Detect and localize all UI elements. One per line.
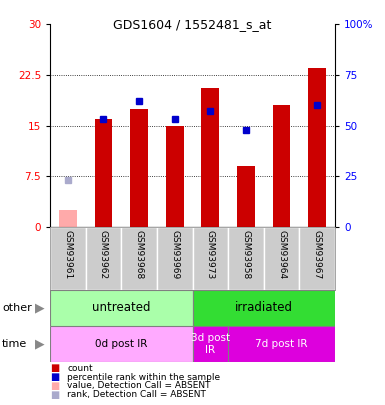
Text: GSM93969: GSM93969 — [170, 230, 179, 279]
Bar — [50, 326, 192, 362]
Bar — [300, 227, 335, 290]
Bar — [308, 68, 326, 227]
Text: untreated: untreated — [92, 301, 151, 314]
Text: percentile rank within the sample: percentile rank within the sample — [67, 373, 221, 382]
Text: ■: ■ — [50, 372, 59, 382]
Text: 3d post
IR: 3d post IR — [191, 333, 230, 355]
Bar — [121, 227, 157, 290]
Bar — [95, 119, 112, 227]
Bar — [201, 88, 219, 227]
Bar — [192, 227, 228, 290]
Text: GSM93967: GSM93967 — [313, 230, 321, 279]
Text: ▶: ▶ — [35, 301, 44, 314]
Text: ▶: ▶ — [35, 338, 44, 351]
Text: other: other — [2, 303, 32, 313]
Bar — [192, 290, 335, 326]
Text: time: time — [2, 339, 27, 349]
Text: value, Detection Call = ABSENT: value, Detection Call = ABSENT — [67, 382, 211, 390]
Text: rank, Detection Call = ABSENT: rank, Detection Call = ABSENT — [67, 390, 206, 399]
Bar — [228, 227, 264, 290]
Bar — [228, 326, 335, 362]
Text: GSM93962: GSM93962 — [99, 230, 108, 279]
Text: GSM93961: GSM93961 — [64, 230, 72, 279]
Text: GSM93964: GSM93964 — [277, 230, 286, 279]
Text: count: count — [67, 364, 93, 373]
Bar — [273, 105, 290, 227]
Text: ■: ■ — [50, 363, 59, 373]
Bar — [264, 227, 300, 290]
Text: GSM93958: GSM93958 — [241, 230, 250, 279]
Text: ■: ■ — [50, 381, 59, 391]
Text: ■: ■ — [50, 390, 59, 400]
Bar — [85, 227, 121, 290]
Bar — [59, 210, 77, 227]
Text: irradiated: irradiated — [235, 301, 293, 314]
Text: GSM93973: GSM93973 — [206, 230, 215, 279]
Bar — [192, 326, 228, 362]
Bar — [157, 227, 192, 290]
Bar — [130, 109, 148, 227]
Bar — [50, 290, 192, 326]
Bar — [166, 126, 184, 227]
Text: 7d post IR: 7d post IR — [255, 339, 308, 349]
Text: GDS1604 / 1552481_s_at: GDS1604 / 1552481_s_at — [113, 18, 272, 31]
Text: GSM93968: GSM93968 — [135, 230, 144, 279]
Text: 0d post IR: 0d post IR — [95, 339, 147, 349]
Bar — [50, 227, 85, 290]
Bar — [237, 166, 255, 227]
